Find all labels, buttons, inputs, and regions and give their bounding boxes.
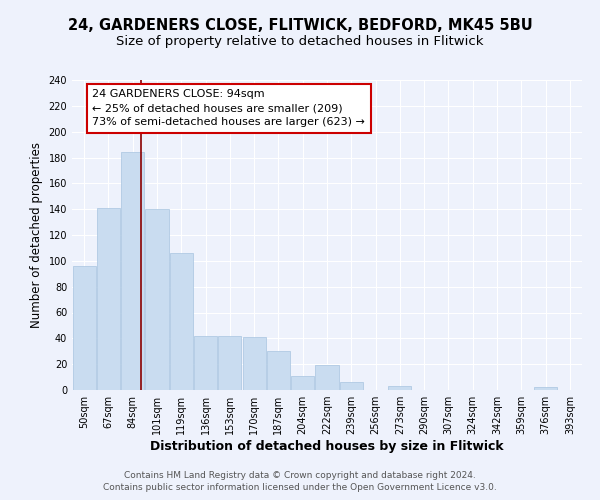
X-axis label: Distribution of detached houses by size in Flitwick: Distribution of detached houses by size … <box>150 440 504 453</box>
Bar <box>267 351 290 390</box>
Bar <box>97 208 120 390</box>
Text: 24 GARDENERS CLOSE: 94sqm
← 25% of detached houses are smaller (209)
73% of semi: 24 GARDENERS CLOSE: 94sqm ← 25% of detac… <box>92 90 365 128</box>
Bar <box>291 376 314 390</box>
Bar <box>242 337 266 390</box>
Bar <box>73 266 95 390</box>
Bar <box>388 386 412 390</box>
Bar <box>194 336 217 390</box>
Bar <box>316 366 338 390</box>
Bar <box>218 336 241 390</box>
Y-axis label: Number of detached properties: Number of detached properties <box>30 142 43 328</box>
Bar <box>145 209 169 390</box>
Bar <box>121 152 144 390</box>
Bar <box>340 382 363 390</box>
Bar <box>534 388 557 390</box>
Text: Size of property relative to detached houses in Flitwick: Size of property relative to detached ho… <box>116 35 484 48</box>
Text: Contains HM Land Registry data © Crown copyright and database right 2024.
Contai: Contains HM Land Registry data © Crown c… <box>103 471 497 492</box>
Text: 24, GARDENERS CLOSE, FLITWICK, BEDFORD, MK45 5BU: 24, GARDENERS CLOSE, FLITWICK, BEDFORD, … <box>68 18 532 32</box>
Bar <box>170 253 193 390</box>
